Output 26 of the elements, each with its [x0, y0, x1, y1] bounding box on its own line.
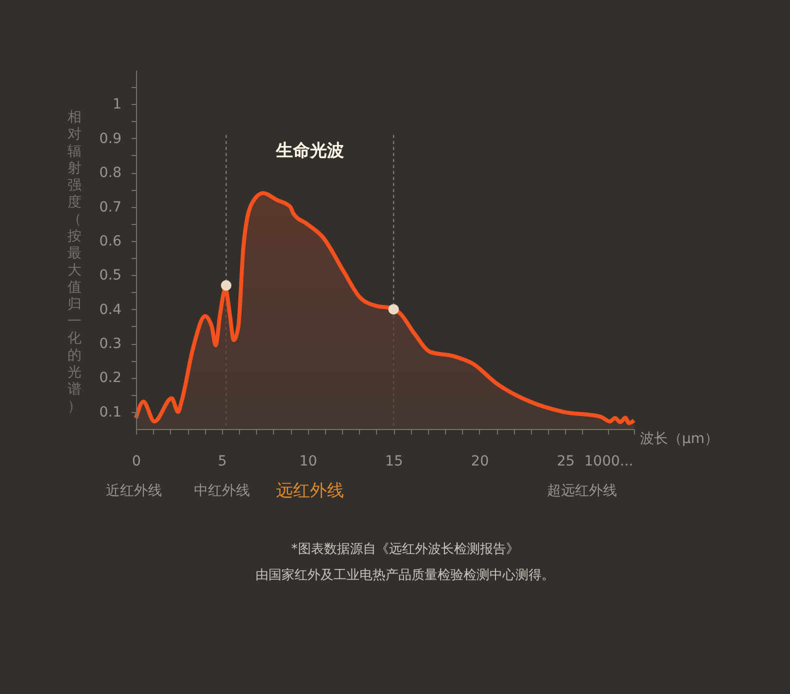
y-tick-label: 0.3 — [99, 336, 122, 352]
y-tick-label: 0.9 — [99, 130, 122, 147]
x-tick-label: 20 — [471, 454, 489, 470]
y-tick-label: 0.4 — [99, 302, 122, 318]
text: 相对辐射强度（按最大值归一化的光谱） — [68, 110, 82, 414]
y-tick-label: 0.6 — [99, 233, 122, 250]
x-tick-label: 5 — [218, 454, 227, 470]
y-tick-label: 0.1 — [99, 404, 122, 420]
x-tick-label: 10 — [299, 454, 318, 470]
text: 近红外线 — [106, 483, 162, 499]
y-tick-label: 1 — [112, 96, 122, 113]
x-axis-title: 波长（μm） — [640, 431, 719, 447]
text: 远红外线 — [276, 481, 344, 501]
text: *图表数据源自《远红外波长检测报告》 — [291, 542, 519, 557]
annotation: 生命光波 — [274, 141, 344, 161]
text: 由国家红外及工业电热产品质量检验检测中心测得。 — [256, 567, 554, 583]
y-tick-label: 0.2 — [99, 370, 122, 386]
x-tick-label: 1000... — [584, 454, 634, 470]
x-tick-label: 25 — [556, 454, 575, 470]
text: 超远红外线 — [547, 483, 617, 499]
y-tick-label: 0.5 — [99, 268, 122, 284]
y-tick-label: 0.7 — [99, 199, 122, 216]
y-tick-label: 0.8 — [99, 165, 122, 182]
x-tick-label: 15 — [385, 454, 403, 470]
x-tick-label: 0 — [132, 454, 141, 470]
text: 中红外线 — [194, 483, 250, 499]
